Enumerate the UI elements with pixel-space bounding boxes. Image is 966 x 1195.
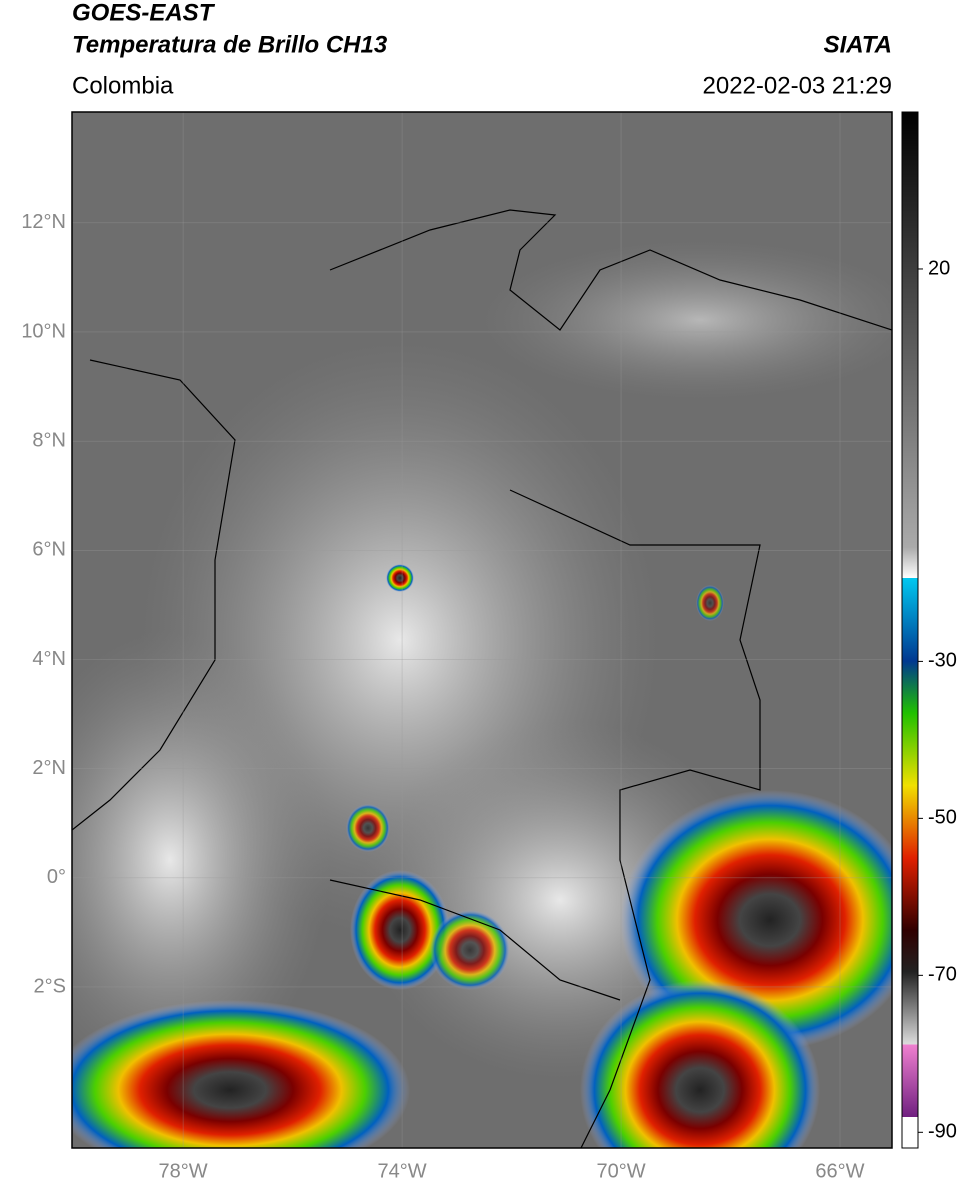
subtitle: Temperatura de Brillo CH13 <box>72 31 388 58</box>
region: Colombia <box>72 72 174 99</box>
lat-tick-label: 2°N <box>32 757 66 779</box>
colorbar-tick-label: -30 <box>928 650 957 672</box>
map-frame <box>71 111 893 1149</box>
lat-tick-label: 2°S <box>34 975 66 997</box>
colorbar-tick-label: -90 <box>928 1121 957 1143</box>
lat-tick-label: 0° <box>47 866 66 888</box>
lat-tick-label: 10°N <box>21 320 66 342</box>
satellite-image <box>72 112 892 1148</box>
lon-tick-label: 78°W <box>159 1160 208 1182</box>
lat-tick-label: 12°N <box>21 211 66 233</box>
colorbar <box>901 111 919 1149</box>
lat-tick-label: 8°N <box>32 429 66 451</box>
graticule <box>72 112 892 1148</box>
lon-tick-label: 74°W <box>378 1160 427 1182</box>
colorbar-tick-label: 20 <box>928 257 950 279</box>
lon-tick-label: 66°W <box>815 1160 864 1182</box>
lat-tick-label: 4°N <box>32 648 66 670</box>
colorbar-tick-label: -50 <box>928 807 957 829</box>
title: GOES-EAST <box>72 0 216 26</box>
lat-tick-label: 6°N <box>32 539 66 561</box>
source: SIATA <box>824 31 892 58</box>
colorbar-tick-label: -70 <box>928 964 957 986</box>
lon-tick-label: 70°W <box>596 1160 645 1182</box>
datetime: 2022-02-03 21:29 <box>703 72 893 99</box>
